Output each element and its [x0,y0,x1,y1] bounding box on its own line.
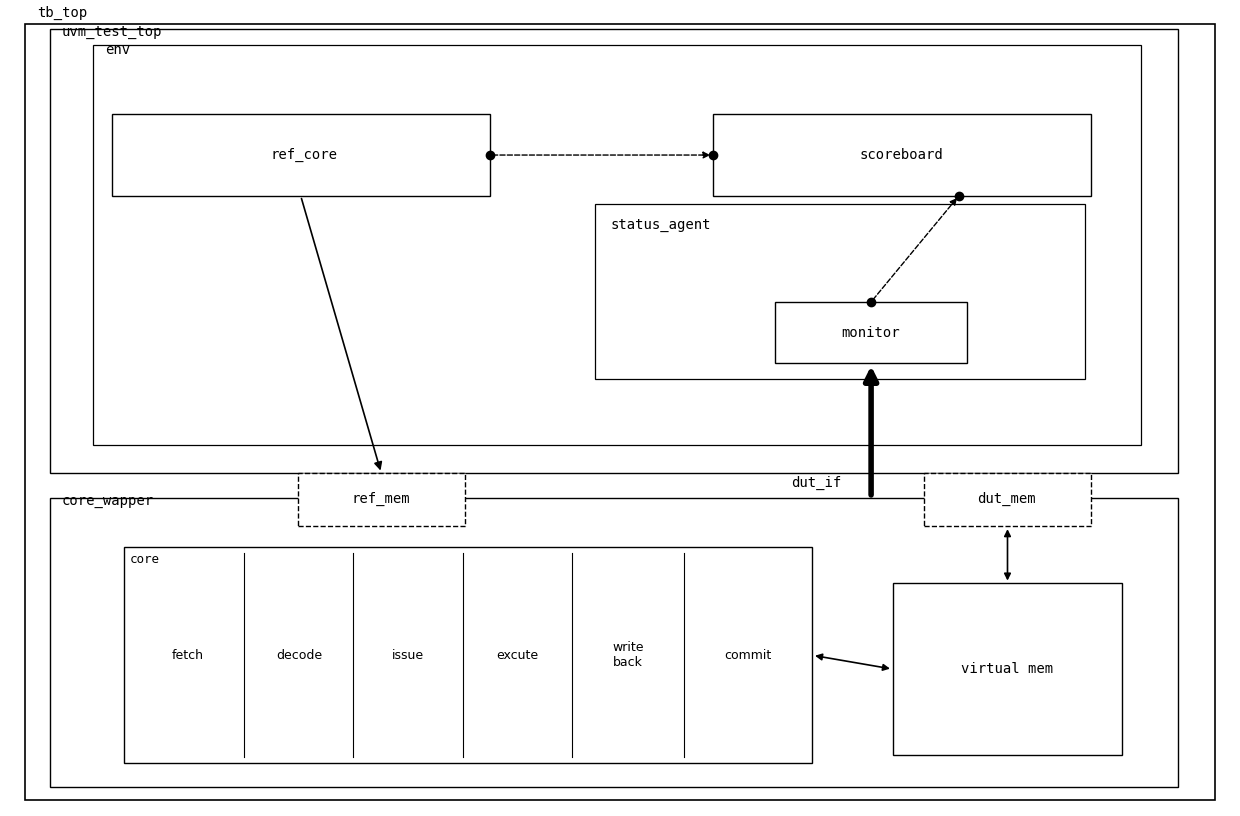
FancyBboxPatch shape [713,114,1091,196]
Text: core_wapper: core_wapper [62,494,154,508]
FancyBboxPatch shape [893,583,1122,755]
FancyBboxPatch shape [924,473,1091,526]
Text: ref_core: ref_core [270,148,337,162]
Text: ref_mem: ref_mem [351,492,410,507]
Text: monitor: monitor [841,326,900,340]
Text: uvm_test_top: uvm_test_top [62,25,162,39]
Text: dut_mem: dut_mem [977,492,1037,507]
Text: core: core [130,553,160,566]
FancyBboxPatch shape [112,114,490,196]
Text: fetch: fetch [171,649,203,662]
Text: status_agent: status_agent [610,218,711,232]
Text: tb_top: tb_top [37,7,88,20]
Text: commit: commit [724,649,773,662]
Text: virtual mem: virtual mem [961,662,1053,676]
FancyBboxPatch shape [25,24,1215,800]
FancyBboxPatch shape [595,204,1085,379]
Text: dut_if: dut_if [791,476,842,490]
Text: decode: decode [275,649,322,662]
FancyBboxPatch shape [93,45,1141,445]
Text: scoreboard: scoreboard [859,148,944,162]
FancyBboxPatch shape [50,29,1178,473]
FancyBboxPatch shape [124,547,812,763]
Text: write
back: write back [613,641,644,669]
Text: env: env [105,43,130,57]
FancyBboxPatch shape [298,473,465,526]
Text: excute: excute [496,649,538,662]
FancyBboxPatch shape [50,498,1178,787]
FancyBboxPatch shape [775,302,967,363]
Text: issue: issue [392,649,424,662]
